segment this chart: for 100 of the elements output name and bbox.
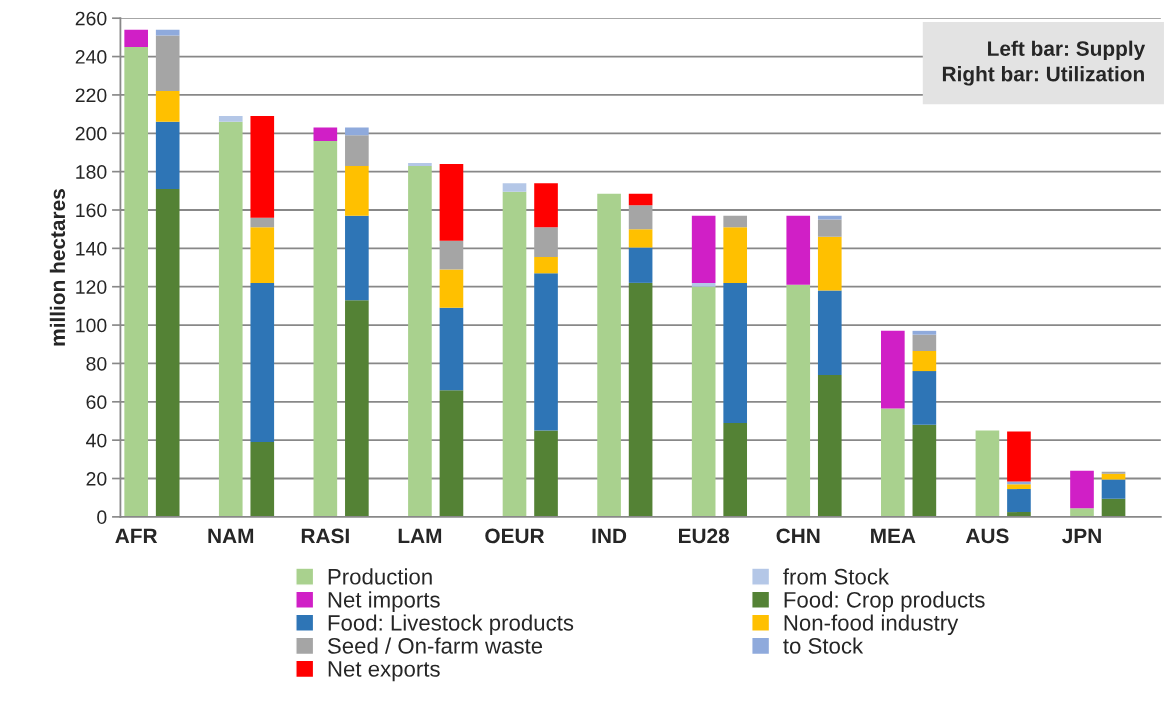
bar bbox=[345, 127, 369, 136]
bar bbox=[218, 116, 243, 122]
y-tick-label: 120 bbox=[76, 280, 107, 294]
legend-label: Production bbox=[328, 568, 432, 585]
bar bbox=[250, 442, 275, 517]
bar bbox=[250, 227, 275, 283]
x-tick-label: CHN bbox=[776, 528, 820, 544]
bar bbox=[408, 165, 432, 517]
x-tick-label: IND bbox=[592, 528, 627, 544]
y-tick-label: 60 bbox=[86, 395, 107, 410]
bar bbox=[534, 227, 558, 257]
bar bbox=[786, 284, 811, 517]
bar bbox=[1007, 481, 1031, 485]
x-tick-label: EU28 bbox=[679, 528, 730, 544]
bar bbox=[345, 135, 369, 166]
y-tick-label: 0 bbox=[97, 510, 107, 525]
legend-label: Net exports bbox=[328, 661, 440, 682]
annotation: Left bar: Supply Right bar: Utilization bbox=[942, 40, 1146, 86]
legend-label: from Stock bbox=[783, 568, 890, 585]
y-axis-title: million hectares bbox=[49, 189, 66, 346]
legend-label: Seed / On-farm waste bbox=[327, 637, 543, 654]
x-tick-label: AUS bbox=[965, 528, 1009, 544]
bar bbox=[155, 188, 180, 517]
bar bbox=[723, 215, 748, 228]
bar bbox=[912, 330, 937, 335]
bar bbox=[502, 183, 527, 192]
y-tick-label: 160 bbox=[76, 203, 107, 218]
bar bbox=[534, 273, 558, 431]
x-tick-label: NAM bbox=[208, 528, 254, 544]
bar bbox=[817, 290, 842, 375]
x-tick-label: OEUR bbox=[485, 528, 545, 544]
bar bbox=[124, 29, 148, 47]
bar bbox=[155, 121, 180, 189]
bar bbox=[1070, 508, 1094, 517]
bar bbox=[691, 286, 716, 517]
bar bbox=[881, 330, 905, 409]
bar bbox=[817, 215, 842, 220]
legend-label: Food: Crop products bbox=[784, 591, 985, 613]
y-tick-label: 140 bbox=[76, 241, 107, 256]
y-tick-label: 240 bbox=[75, 50, 107, 64]
bar bbox=[502, 191, 527, 517]
y-tick-label: 180 bbox=[76, 165, 107, 179]
bar bbox=[313, 127, 338, 141]
legend-label: Non-food industry bbox=[784, 614, 959, 636]
bar bbox=[534, 430, 558, 517]
y-tick-label: 260 bbox=[75, 11, 107, 26]
bar bbox=[1101, 498, 1126, 517]
bar bbox=[345, 300, 369, 517]
y-tick-label: 220 bbox=[75, 88, 107, 103]
bar bbox=[534, 256, 558, 274]
bar bbox=[881, 408, 905, 517]
bar bbox=[218, 121, 243, 517]
bar bbox=[155, 91, 180, 122]
x-tick-label: MEA bbox=[871, 528, 916, 544]
bar bbox=[439, 269, 464, 308]
bar bbox=[817, 374, 842, 517]
bar bbox=[1007, 484, 1031, 490]
bar bbox=[691, 282, 716, 287]
bar bbox=[912, 424, 937, 517]
x-tick-label: AFR bbox=[115, 528, 158, 544]
bar bbox=[912, 334, 937, 351]
x-tick-label: JPN bbox=[1062, 528, 1101, 544]
bar bbox=[786, 215, 811, 285]
bar bbox=[817, 219, 842, 237]
bar bbox=[1101, 479, 1126, 499]
bar bbox=[628, 229, 653, 248]
bar bbox=[1007, 431, 1031, 482]
y-tick-label: 20 bbox=[86, 471, 107, 486]
bar bbox=[345, 165, 369, 216]
bar bbox=[439, 163, 464, 241]
bar bbox=[975, 430, 1000, 517]
bar bbox=[408, 163, 432, 166]
bar bbox=[439, 240, 464, 270]
y-tick-label: 40 bbox=[86, 433, 107, 448]
bar bbox=[534, 183, 558, 228]
bar bbox=[723, 282, 748, 423]
bar bbox=[345, 215, 369, 301]
bar bbox=[124, 46, 148, 517]
bar bbox=[628, 282, 653, 517]
x-tick-label: RASI bbox=[301, 528, 349, 544]
bar bbox=[723, 422, 748, 517]
bar bbox=[912, 350, 937, 372]
y-tick-label: 100 bbox=[76, 318, 107, 333]
bar bbox=[1007, 489, 1031, 513]
bar bbox=[439, 390, 464, 517]
bar bbox=[313, 140, 338, 517]
bar bbox=[1070, 470, 1094, 509]
bar bbox=[912, 371, 937, 425]
bar bbox=[597, 193, 621, 517]
bar bbox=[628, 193, 653, 206]
bar bbox=[439, 307, 464, 391]
bar bbox=[250, 217, 275, 228]
bar bbox=[691, 215, 716, 283]
bar bbox=[723, 227, 748, 283]
bar bbox=[250, 282, 275, 443]
bar bbox=[155, 35, 180, 92]
bar bbox=[628, 205, 653, 230]
bar bbox=[628, 247, 653, 283]
x-tick-label: LAM bbox=[398, 528, 442, 544]
legend-label: Food: Livestock products bbox=[328, 614, 574, 636]
